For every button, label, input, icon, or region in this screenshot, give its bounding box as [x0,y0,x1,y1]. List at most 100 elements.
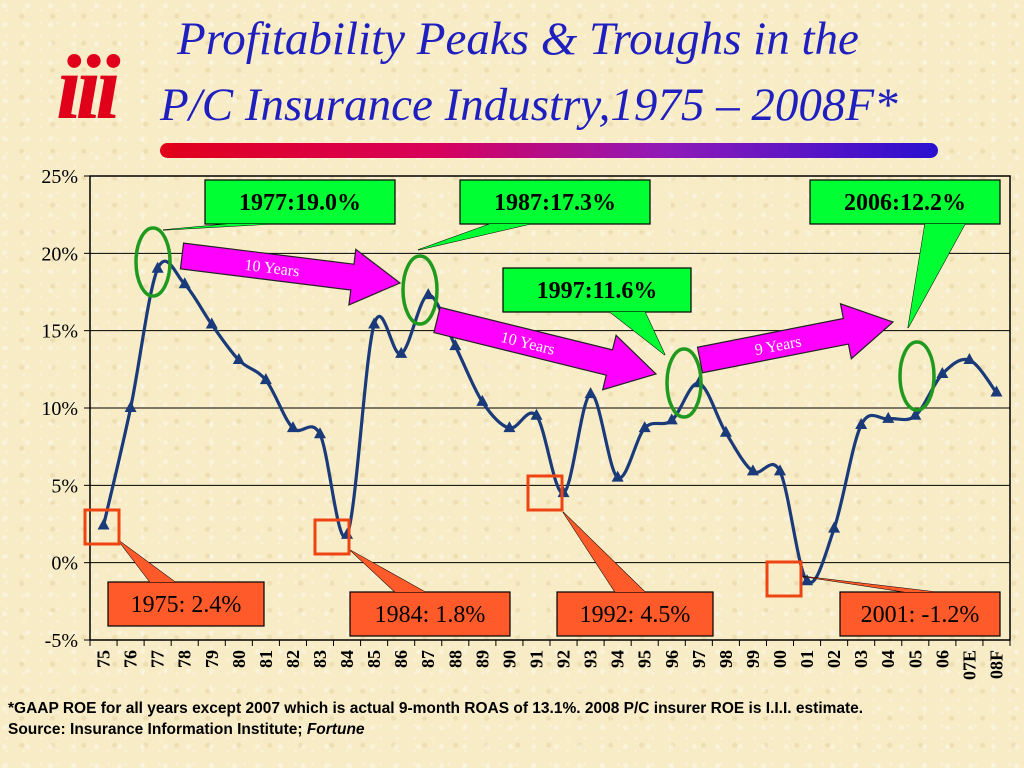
data-point-marker [476,394,489,406]
trough-callout-box [349,591,511,637]
peak-callout-label: 1997:11.6% [537,278,658,304]
y-tick-label: 25% [41,166,78,188]
x-tick-label: 86 [391,650,411,668]
data-point-marker [774,464,786,476]
x-tick-label: 79 [202,650,222,668]
peak-callout-box [204,179,396,225]
cycle-arrow-shape [179,242,402,306]
data-point-marker [692,376,705,388]
iii-logo: iii [56,40,127,130]
x-tick-label: 78 [175,650,195,668]
trough-square [765,560,803,598]
gridlines [89,175,1011,641]
source-italic: Fortune [306,721,365,738]
trough-callout-label: 2001: -1.2% [861,602,980,628]
x-tick-label: 01 [797,650,817,668]
x-tick-label: 87 [418,650,438,668]
roe-line-chart: -5% 0% 5% 10% 15% 20% 25% 75 76 77 78 79 80 81 82 83 84 8… [41,166,1011,680]
trough-callout-box [556,591,714,637]
x-tick-label: 75 [94,650,114,668]
data-point-marker [530,408,543,420]
x-tick-label: 96 [662,650,682,668]
data-point-marker [124,401,137,412]
footnote: *GAAP ROE for all years except 2007 whic… [8,698,1018,740]
data-point-marker [584,387,597,399]
data-point-marker [828,521,841,533]
cycle-arrow-shape [696,302,895,374]
trough-callout-tail-fill [563,512,645,592]
peak-callout-tail-fill [610,312,665,355]
x-tick-label: 07E [959,650,979,680]
y-tick-label: -5% [45,630,78,652]
axes: -5% 0% 5% 10% 15% 20% 25% 75 76 77 78 79 80 81 82 83 84 8… [41,166,1011,680]
y-tick-label: 5% [51,475,78,497]
data-point-marker [178,277,191,289]
x-tick-label: 83 [310,650,330,668]
data-point-marker [909,408,922,420]
data-point-marker [665,413,678,425]
x-tick-label: 05 [905,650,925,668]
data-point-marker [205,317,218,329]
data-point-marker [232,353,245,365]
x-tick-label: 77 [148,650,168,668]
x-tick-label: 94 [608,650,628,668]
cycle-arrow: 10 Years [179,242,402,306]
y-tick-label: 0% [51,553,78,575]
data-point-marker [801,574,814,586]
footnote-text: *GAAP ROE for all years except 2007 whic… [8,700,864,717]
data-point-marker [286,421,299,433]
x-tick-label: 97 [689,650,709,668]
x-tick-label: 84 [337,650,357,668]
data-point-marker [990,385,1003,397]
trough-callout-tail-fill [118,540,175,582]
trough-square [526,474,564,512]
x-tick-label: 08F [986,650,1006,679]
trough-callout-tail-fill [800,576,935,592]
data-point-marker [963,353,976,365]
x-tick-label: 00 [770,650,790,668]
data-point-marker [422,288,435,300]
x-tick-label: 81 [256,650,276,668]
x-tick-label: 93 [581,650,601,668]
x-tick-label: 82 [283,650,303,668]
data-point-marker [151,261,164,273]
x-tick-label: 80 [229,650,249,668]
y-tick-label: 15% [41,321,78,343]
peak-callout-tail-fill [163,224,270,230]
x-tick-label: 99 [743,650,763,668]
x-tick-label: 03 [851,650,871,668]
x-tick-label: 92 [554,650,574,668]
cycle-arrow-label: 10 Years [244,257,301,281]
title-underline-bar [160,143,938,158]
peak-ellipse [401,254,439,326]
peak-ellipse [134,226,172,298]
y-tick-label: 20% [41,243,78,265]
data-point-marker [97,518,110,530]
peak-callout-tail-fill [418,224,530,250]
source-line: Source: Insurance Information Institute;… [8,719,1018,740]
trough-callout-label: 1975: 2.4% [131,592,242,618]
data-point-marker [936,366,949,378]
trough-square [83,508,121,546]
peak-callout-box [502,267,692,313]
peak-callout-label: 1977:19.0% [239,190,361,216]
data-point-marker [503,421,516,433]
cycle-arrow-shape [433,306,658,391]
trough-callout-label: 1984: 1.8% [375,602,486,628]
data-point-marker [855,418,868,430]
x-tick-label: 04 [878,650,898,668]
y-tick-label: 10% [41,398,78,420]
peak-callout-label: 1987:17.3% [494,190,616,216]
data-point-marker [719,425,732,437]
data-point-marker [314,427,326,439]
trough-callout-box [839,591,1001,637]
data-point-marker [882,411,895,423]
trough-callout-box [107,581,265,627]
peak-callout-label: 2006:12.2% [844,190,966,216]
data-point-marker [449,339,462,351]
cycle-arrow: 9 Years [696,302,895,374]
x-tick-label: 02 [824,650,844,668]
peak-callout-box [459,179,651,225]
data-point-marker [611,470,624,482]
peak-ellipse [665,347,703,419]
